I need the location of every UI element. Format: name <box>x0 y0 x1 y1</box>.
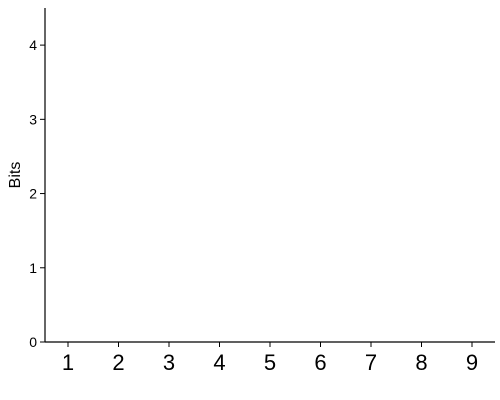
x-tick-label: 2 <box>112 350 124 375</box>
y-tick-label: 4 <box>29 37 37 53</box>
x-tick-label: 6 <box>314 350 326 375</box>
x-tick-label: 5 <box>264 350 276 375</box>
x-tick-label: 9 <box>466 350 478 375</box>
y-axis-label: Bits <box>7 162 24 189</box>
x-tick-label: 1 <box>62 350 74 375</box>
y-tick-label: 2 <box>29 186 37 202</box>
y-tick-label: 1 <box>29 260 37 276</box>
x-tick-label: 4 <box>213 350 225 375</box>
x-tick-label: 3 <box>163 350 175 375</box>
y-tick-label: 3 <box>29 111 37 127</box>
x-tick-label: 8 <box>415 350 427 375</box>
y-ticks: 0 1 2 3 4 <box>29 37 45 350</box>
y-tick-label: 0 <box>29 334 37 350</box>
x-ticks: 1 2 3 4 5 6 7 8 9 <box>62 342 478 375</box>
x-tick-label: 7 <box>365 350 377 375</box>
